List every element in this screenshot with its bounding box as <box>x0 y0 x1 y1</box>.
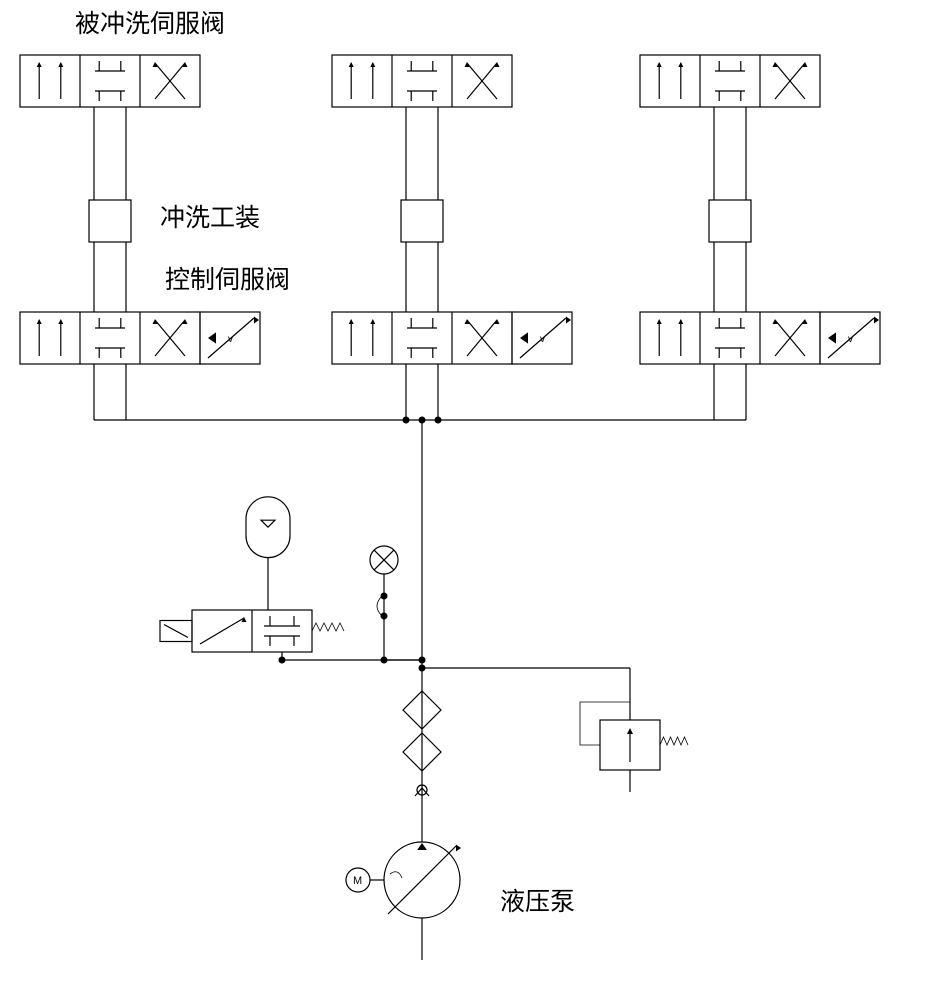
proportional-actuator-2: v <box>848 334 853 345</box>
flushed-servo-valve-1-frame <box>332 55 512 107</box>
motor-label: M <box>353 875 362 887</box>
flushing-fixture-1 <box>401 200 443 242</box>
label-hydraulic-pump: 液压泵 <box>500 888 575 916</box>
control-servo-valve-1-frame <box>332 312 512 364</box>
label-control-servo-valve: 控制伺服阀 <box>165 266 290 294</box>
label-flushed-servo-valve: 被冲洗伺服阀 <box>75 10 225 38</box>
flushing-fixture-0 <box>89 200 131 242</box>
proportional-actuator-1: v <box>540 334 545 345</box>
flushing-fixture-2 <box>709 200 751 242</box>
control-servo-valve-0-frame <box>20 312 200 364</box>
label-flushing-fixture: 冲洗工装 <box>160 204 260 232</box>
flushed-servo-valve-2-frame <box>640 55 820 107</box>
control-servo-valve-2-frame <box>640 312 820 364</box>
flushed-servo-valve-0-frame <box>20 55 200 107</box>
proportional-actuator-0: v <box>228 334 233 345</box>
